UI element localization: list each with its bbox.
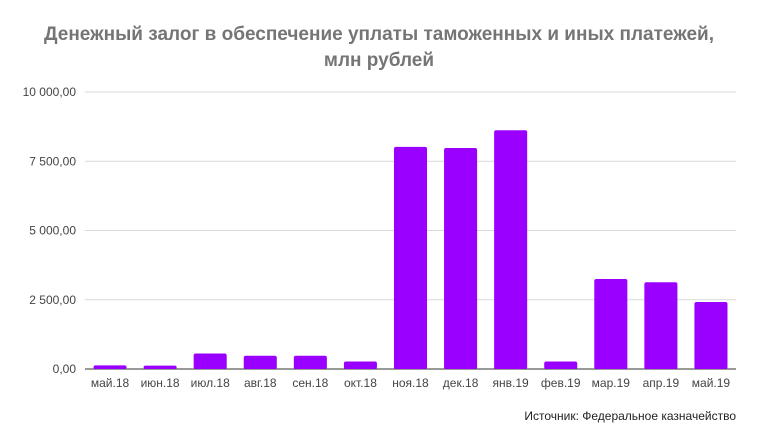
x-tick-label: июл.18 — [191, 376, 230, 390]
bar — [444, 147, 478, 369]
x-tick-label: сен.18 — [292, 376, 328, 390]
x-tick-label: май.18 — [91, 376, 130, 390]
bar — [594, 278, 628, 369]
chart-title: Денежный залог в обеспечение уплаты тамо… — [0, 22, 758, 74]
bar — [243, 355, 277, 369]
bar — [393, 146, 428, 369]
x-tick-label: мар.19 — [592, 376, 631, 390]
bar — [143, 365, 177, 369]
x-tick-label: апр.19 — [643, 376, 680, 390]
bar — [544, 361, 578, 369]
x-axis-tick-labels: май.18 июн.18 июл.18 авг.18 сен.18 окт.18 ноя.… — [91, 376, 731, 390]
bar — [644, 282, 678, 369]
bar — [93, 365, 127, 369]
x-tick-label: фев.19 — [541, 376, 581, 390]
x-tick-label: дек.18 — [443, 376, 479, 390]
y-tick-label: 7 500,00 — [29, 154, 76, 168]
y-tick-label: 5 000,00 — [29, 224, 76, 238]
bar — [293, 355, 327, 369]
y-tick-label: 0,00 — [53, 362, 77, 376]
x-tick-label: июн.18 — [141, 376, 180, 390]
y-tick-label: 10 000,00 — [23, 85, 77, 99]
bars — [93, 130, 728, 369]
y-axis-tick-labels: 0,00 2 500,00 5 000,00 7 500,00 10 000,00 — [23, 85, 77, 376]
bar — [343, 361, 377, 369]
x-tick-label: окт.18 — [344, 376, 377, 390]
bar — [193, 353, 227, 369]
x-tick-label: май.19 — [692, 376, 731, 390]
x-tick-label: ноя.18 — [392, 376, 429, 390]
chart-title-line2: млн рублей — [323, 50, 435, 71]
y-tick-label: 2 500,00 — [29, 293, 76, 307]
chart-title-line1: Денежный залог в обеспечение уплаты тамо… — [44, 24, 714, 45]
x-tick-label: янв.19 — [493, 376, 530, 390]
bar — [494, 130, 528, 369]
bar — [694, 301, 728, 369]
x-tick-label: авг.18 — [244, 376, 277, 390]
source-note: Источник: Федеральное казначейство — [524, 409, 736, 423]
